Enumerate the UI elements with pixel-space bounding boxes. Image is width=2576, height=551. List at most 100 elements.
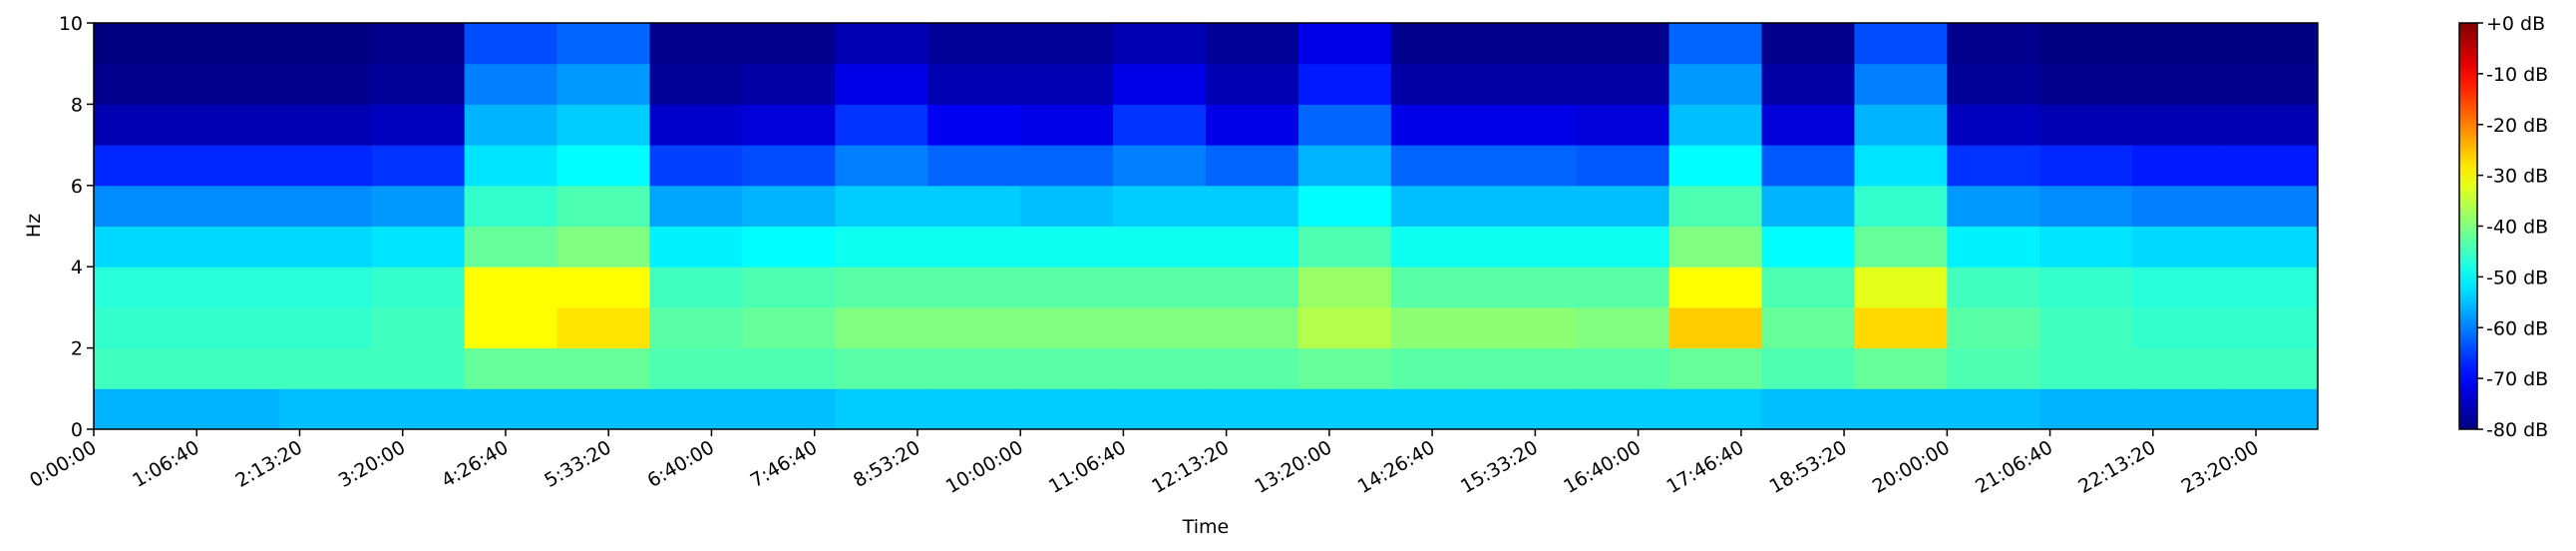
spectrogram-cell [1113, 23, 1207, 65]
spectrogram-cell [1668, 23, 1762, 65]
spectrogram-cell [556, 267, 650, 308]
spectrogram-cell [835, 388, 928, 430]
spectrogram-cell [1020, 185, 1114, 227]
spectrogram-cell [278, 185, 373, 227]
spectrogram-cell [185, 23, 280, 65]
spectrogram-cell [94, 347, 187, 389]
spectrogram-cell [2132, 145, 2226, 187]
spectrogram-cell [742, 185, 836, 227]
spectrogram-cell [742, 267, 836, 308]
spectrogram-cell [742, 145, 836, 187]
spectrogram-cell [742, 226, 836, 268]
spectrogram-cell [649, 306, 743, 349]
spectrogram-cell [1483, 306, 1578, 349]
spectrogram-cell [1390, 23, 1485, 65]
x-tick-label: 10:00:00 [942, 436, 1027, 498]
spectrogram-cell [1206, 226, 1299, 268]
spectrogram-cell [1947, 226, 2040, 268]
colorbar-tick-label: -10 dB [2486, 64, 2548, 86]
spectrogram-cell [742, 388, 836, 430]
spectrogram-cell [464, 145, 558, 187]
spectrogram-cell [371, 388, 466, 430]
x-tick-label: 1:06:40 [129, 436, 202, 492]
spectrogram-cell [2039, 347, 2133, 389]
spectrogram-cell [1668, 145, 1762, 187]
spectrogram-cell [2225, 23, 2319, 65]
spectrogram-cell [1854, 347, 1948, 389]
spectrogram-cell [2225, 104, 2319, 146]
spectrogram-cell [278, 347, 373, 389]
spectrogram-cell [2039, 388, 2133, 430]
spectrogram-cell [185, 306, 280, 349]
spectrogram-cell [1761, 185, 1855, 227]
x-tick-label: 17:46:40 [1662, 436, 1747, 498]
spectrogram-cell [835, 23, 928, 65]
spectrogram-cell [2132, 23, 2226, 65]
spectrogram-cell [1668, 63, 1762, 105]
spectrogram-cell [1020, 23, 1114, 65]
spectrogram-cell [1206, 347, 1299, 389]
spectrogram-cell [1390, 145, 1485, 187]
spectrogram-cell [1761, 63, 1855, 105]
spectrogram-cell [1761, 23, 1855, 65]
spectrogram-cell [835, 306, 928, 349]
spectrogram-cell [649, 185, 743, 227]
spectrogram-cell [835, 104, 928, 146]
spectrogram-cell [742, 104, 836, 146]
spectrogram-cell [1483, 347, 1578, 389]
spectrogram-cell [2132, 388, 2226, 430]
spectrogram-cell [1206, 23, 1299, 65]
spectrogram-cell [1390, 267, 1485, 308]
spectrogram-cell [1947, 185, 2040, 227]
x-tick-label: 22:13:20 [2074, 436, 2159, 498]
spectrogram-cell [1854, 306, 1948, 349]
spectrogram-cell [1668, 226, 1762, 268]
x-tick-label: 2:13:20 [232, 436, 306, 492]
spectrogram-cell [1761, 388, 1855, 430]
spectrogram-cell [1761, 104, 1855, 146]
spectrogram-cell [1483, 267, 1578, 308]
spectrogram-cell [278, 267, 373, 308]
spectrogram-cell [2225, 226, 2319, 268]
spectrogram-cell [1576, 23, 1670, 65]
spectrogram-cell [556, 145, 650, 187]
spectrogram-cell [1854, 185, 1948, 227]
spectrogram-cell [556, 23, 650, 65]
spectrogram-cell [1113, 388, 1207, 430]
spectrogram-cell [371, 306, 466, 349]
colorbar-tick-label: -50 dB [2486, 267, 2548, 288]
spectrogram-cell [927, 185, 1021, 227]
spectrogram-cell [185, 267, 280, 308]
spectrogram-cell [464, 267, 558, 308]
spectrogram-cell [278, 63, 373, 105]
spectrogram-cell [464, 388, 558, 430]
spectrogram-cell [1854, 267, 1948, 308]
spectrogram-cell [649, 388, 743, 430]
spectrogram-cell [371, 185, 466, 227]
colorbar-tick-label: -40 dB [2486, 217, 2548, 239]
spectrogram-cell [1854, 23, 1948, 65]
spectrogram-cell [371, 267, 466, 308]
spectrogram-cell [742, 306, 836, 349]
spectrogram-cell [927, 347, 1021, 389]
spectrogram-cell [2132, 306, 2226, 349]
spectrogram-cell [1761, 347, 1855, 389]
spectrogram-cell [185, 63, 280, 105]
spectrogram-cell [2132, 63, 2226, 105]
spectrogram-cell [1206, 185, 1299, 227]
spectrogram-cell [1020, 388, 1114, 430]
spectrogram-cell [371, 145, 466, 187]
y-tick-label: 2 [71, 338, 83, 360]
spectrogram-cell [835, 185, 928, 227]
spectrogram-cell [2039, 185, 2133, 227]
spectrogram-cell [464, 63, 558, 105]
spectrogram-cell [1113, 267, 1207, 308]
spectrogram-cell [835, 347, 928, 389]
spectrogram-cell [94, 23, 187, 65]
spectrogram-cell [1113, 104, 1207, 146]
spectrogram-cell [2132, 347, 2226, 389]
spectrogram-cell [1576, 347, 1670, 389]
spectrogram-cell [2039, 267, 2133, 308]
spectrogram-cell [278, 306, 373, 349]
y-tick-label: 10 [59, 13, 83, 35]
